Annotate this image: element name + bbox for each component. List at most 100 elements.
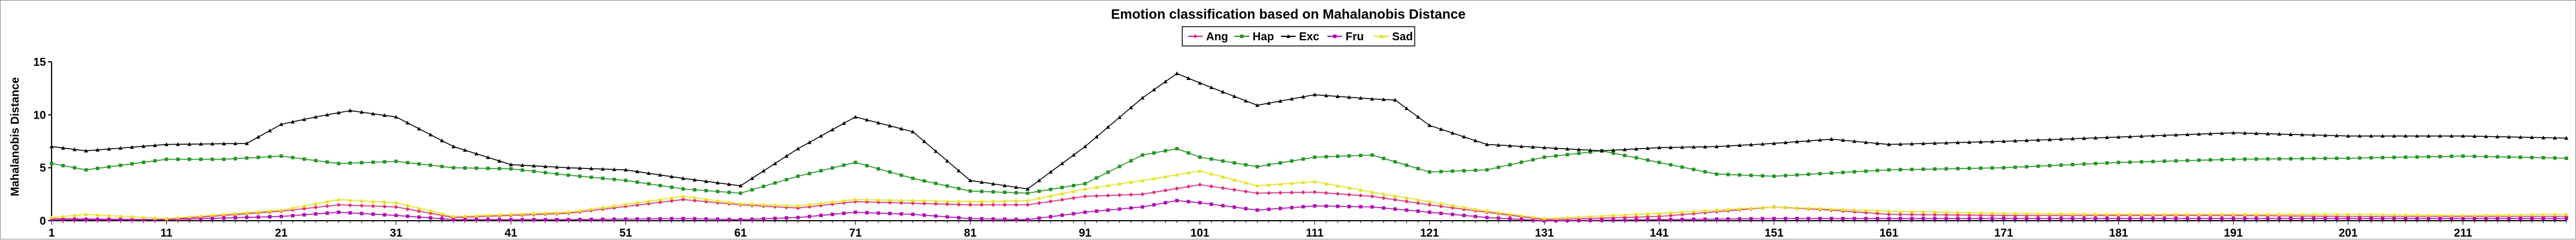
data-point-exc: [1025, 187, 1030, 191]
data-point-ang: [2334, 214, 2339, 218]
data-point-fru: [222, 216, 226, 220]
data-point-sad: [1232, 178, 1237, 182]
data-point-sad: [256, 209, 261, 214]
data-point-ang: [1634, 215, 1639, 220]
data-point-fru: [1382, 206, 1386, 210]
data-point-exc: [2059, 137, 2063, 141]
data-point-fru: [1094, 209, 1098, 213]
data-point-sad: [1726, 207, 1731, 212]
data-point-exc: [531, 163, 536, 168]
data-point-hap: [1588, 150, 1592, 154]
data-point-fru: [2025, 217, 2029, 221]
data-point-fru: [1898, 217, 1902, 221]
data-point-fru: [1267, 207, 1271, 211]
data-point-sad: [1071, 189, 1076, 193]
data-point-fru: [555, 218, 559, 222]
legend-label-exc: Exc: [1299, 31, 1319, 43]
data-point-exc: [1565, 146, 1570, 151]
data-point-hap: [2438, 154, 2442, 158]
data-point-fru: [2163, 217, 2167, 221]
data-point-sad: [1324, 182, 1329, 186]
data-point-fru: [1646, 218, 1649, 222]
legend-marker-hap: [1240, 35, 1243, 38]
data-point-fru: [1956, 217, 1960, 221]
data-point-sad: [1014, 199, 1018, 203]
data-point-hap: [1003, 190, 1006, 194]
data-point-hap: [2312, 157, 2316, 161]
data-point-hap: [624, 179, 628, 183]
data-point-exc: [451, 144, 456, 149]
data-point-sad: [543, 210, 548, 215]
data-point-hap: [497, 167, 501, 171]
data-point-exc: [1393, 98, 1397, 102]
data-point-hap: [1255, 165, 1259, 169]
data-point-exc: [887, 124, 892, 128]
data-point-fru: [1623, 218, 1627, 222]
data-point-sad: [1760, 205, 1765, 209]
data-point-hap: [1680, 165, 1684, 169]
data-point-hap: [119, 163, 122, 167]
data-point-hap: [1841, 170, 1845, 174]
data-point-hap: [2380, 155, 2384, 159]
data-point-fru: [1691, 217, 1695, 221]
data-point-ang: [979, 203, 984, 207]
data-point-hap: [1416, 167, 1420, 171]
data-point-fru: [1921, 217, 1925, 221]
data-point-fru: [2438, 217, 2442, 221]
data-point-fru: [475, 218, 479, 222]
data-point-hap: [980, 190, 984, 193]
data-point-hap: [693, 188, 697, 192]
data-point-ang: [991, 203, 996, 207]
data-point-hap: [1232, 161, 1236, 165]
data-point-exc: [2380, 134, 2385, 138]
data-point-fru: [2036, 217, 2040, 221]
data-point-exc: [1875, 141, 1880, 145]
data-point-sad: [2553, 212, 2557, 216]
data-point-sad: [382, 200, 387, 204]
data-point-ang: [1003, 203, 1007, 207]
data-point-ang: [1221, 186, 1225, 191]
data-point-exc: [1003, 183, 1007, 187]
data-point-sad: [704, 197, 708, 201]
plot-series: [49, 71, 2569, 222]
data-point-sad: [830, 200, 835, 204]
data-point-sad: [2380, 212, 2385, 217]
data-point-sad: [2495, 213, 2500, 217]
series-line-hap: [51, 148, 2567, 194]
data-point-fru: [1887, 217, 1891, 221]
data-point-ang: [1140, 192, 1145, 196]
data-point-exc: [646, 171, 651, 175]
data-point-hap: [280, 154, 284, 158]
data-point-exc: [2300, 132, 2304, 137]
data-point-fru: [2243, 217, 2247, 221]
data-point-exc: [1496, 143, 1501, 147]
data-point-exc: [1554, 146, 1558, 150]
data-point-ang: [1152, 190, 1156, 195]
data-point-hap: [899, 173, 903, 177]
data-point-exc: [1462, 134, 1466, 139]
data-point-hap: [210, 157, 214, 161]
data-point-sad: [1094, 185, 1099, 189]
data-point-exc: [1484, 142, 1489, 146]
data-point-exc: [2346, 134, 2350, 138]
data-point-sad: [2024, 211, 2029, 216]
data-point-fru: [1875, 217, 1879, 221]
data-point-sad: [865, 197, 869, 201]
data-point-sad: [933, 199, 938, 203]
data-point-sad: [853, 197, 858, 201]
data-point-fru: [2461, 217, 2465, 221]
data-point-hap: [750, 188, 754, 192]
data-point-exc: [61, 146, 65, 150]
data-point-exc: [153, 143, 157, 148]
data-point-ang: [1232, 187, 1237, 192]
data-point-sad: [2369, 212, 2374, 217]
data-point-ang: [1267, 191, 1271, 195]
data-point-fru: [1933, 217, 1937, 221]
data-point-ang: [1048, 199, 1053, 204]
data-point-sad: [991, 199, 996, 203]
data-point-sad: [107, 213, 111, 217]
data-point-fru: [1703, 217, 1707, 221]
data-point-hap: [739, 191, 743, 195]
data-point-exc: [2024, 138, 2029, 142]
